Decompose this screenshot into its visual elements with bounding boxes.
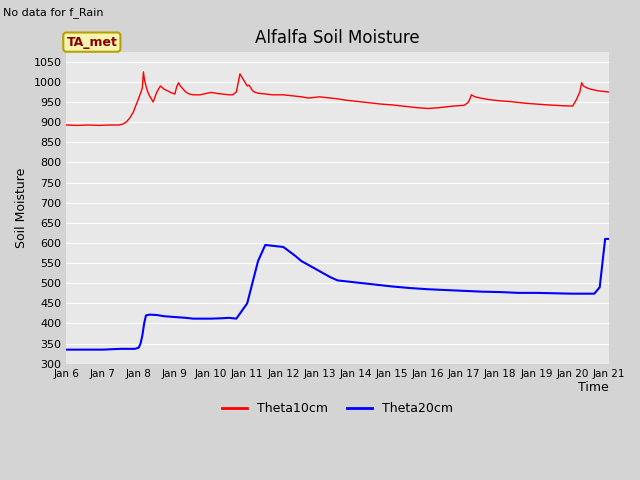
Theta20cm bbox=[550, 290, 558, 296]
Theta20cm bbox=[291, 252, 298, 258]
Line: Theta10cm: Theta10cm bbox=[67, 72, 609, 125]
Theta20cm bbox=[131, 346, 139, 352]
Theta10cm bbox=[140, 69, 147, 75]
Theta20cm bbox=[515, 290, 522, 296]
Theta20cm bbox=[569, 291, 577, 297]
Theta20cm bbox=[243, 300, 251, 306]
Legend: Theta10cm, Theta20cm: Theta10cm, Theta20cm bbox=[217, 397, 458, 420]
X-axis label: Time: Time bbox=[578, 382, 609, 395]
Text: TA_met: TA_met bbox=[67, 36, 117, 48]
Line: Theta20cm: Theta20cm bbox=[67, 239, 609, 349]
Theta20cm bbox=[99, 347, 106, 352]
Theta20cm bbox=[171, 314, 179, 320]
Theta20cm bbox=[126, 346, 134, 352]
Theta20cm bbox=[478, 289, 486, 295]
Theta20cm bbox=[225, 315, 233, 321]
Theta10cm bbox=[261, 91, 269, 97]
Theta20cm bbox=[532, 290, 540, 296]
Theta20cm bbox=[406, 285, 413, 291]
Theta20cm bbox=[333, 277, 341, 283]
Title: Alfalfa Soil Moisture: Alfalfa Soil Moisture bbox=[255, 29, 420, 48]
Theta10cm bbox=[471, 94, 479, 100]
Theta20cm bbox=[591, 291, 598, 297]
Theta20cm bbox=[370, 282, 378, 288]
Theta20cm bbox=[189, 316, 197, 322]
Theta20cm bbox=[218, 315, 226, 321]
Theta10cm bbox=[291, 93, 298, 99]
Theta20cm bbox=[81, 347, 88, 352]
Theta10cm bbox=[605, 89, 612, 95]
Theta20cm bbox=[280, 244, 287, 250]
Theta20cm bbox=[424, 287, 432, 292]
Theta20cm bbox=[460, 288, 468, 294]
Theta20cm bbox=[137, 341, 145, 347]
Theta20cm bbox=[298, 258, 305, 264]
Theta20cm bbox=[63, 347, 70, 352]
Theta20cm bbox=[160, 313, 168, 319]
Theta10cm bbox=[164, 88, 172, 94]
Theta20cm bbox=[316, 268, 323, 274]
Theta20cm bbox=[140, 321, 148, 326]
Theta20cm bbox=[388, 284, 396, 289]
Theta10cm bbox=[63, 122, 70, 128]
Theta20cm bbox=[142, 312, 150, 318]
Theta20cm bbox=[135, 345, 143, 350]
Theta20cm bbox=[326, 274, 334, 280]
Theta20cm bbox=[442, 287, 450, 293]
Theta20cm bbox=[117, 346, 125, 352]
Text: No data for f_Rain: No data for f_Rain bbox=[3, 7, 104, 18]
Theta20cm bbox=[182, 315, 189, 321]
Theta20cm bbox=[138, 333, 146, 338]
Theta20cm bbox=[153, 312, 161, 318]
Theta10cm bbox=[173, 84, 180, 90]
Theta20cm bbox=[497, 289, 504, 295]
Theta20cm bbox=[605, 236, 612, 242]
Theta20cm bbox=[602, 236, 609, 242]
Theta20cm bbox=[232, 316, 240, 322]
Theta20cm bbox=[580, 291, 588, 297]
Theta20cm bbox=[352, 279, 360, 285]
Y-axis label: Soil Moisture: Soil Moisture bbox=[15, 168, 28, 248]
Theta20cm bbox=[146, 312, 154, 317]
Theta20cm bbox=[207, 316, 215, 322]
Theta20cm bbox=[596, 284, 604, 290]
Theta20cm bbox=[196, 316, 204, 322]
Theta10cm bbox=[180, 87, 188, 93]
Theta20cm bbox=[261, 242, 269, 248]
Theta10cm bbox=[74, 122, 81, 128]
Theta20cm bbox=[254, 258, 262, 264]
